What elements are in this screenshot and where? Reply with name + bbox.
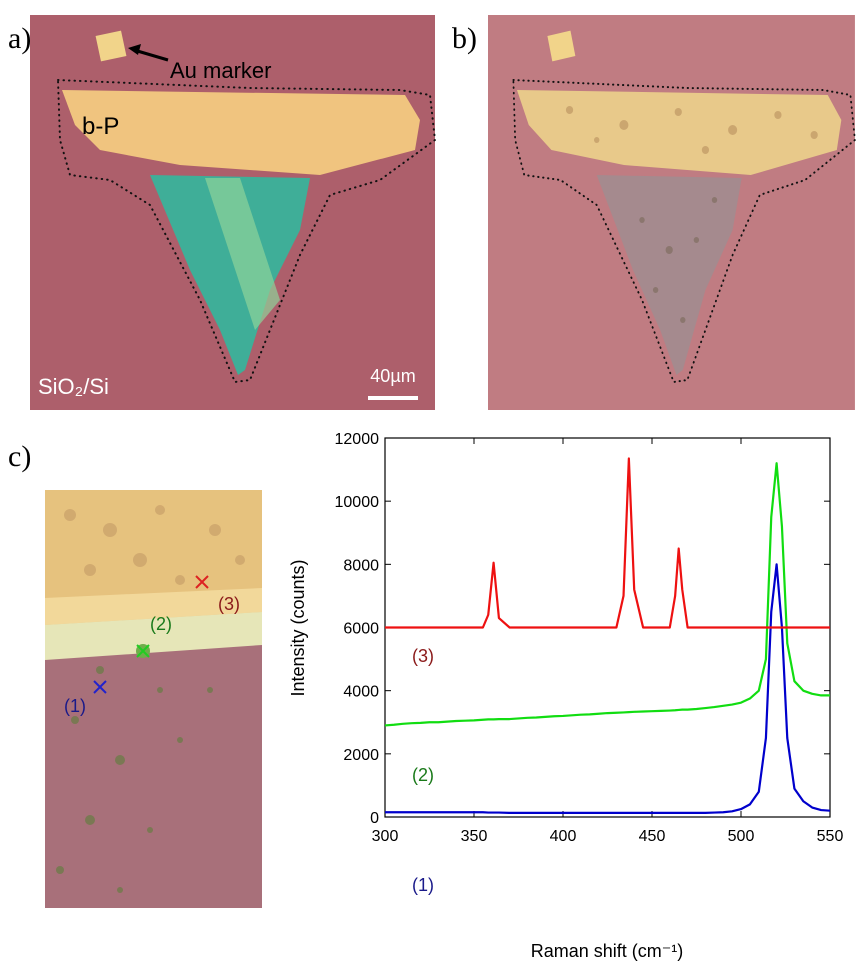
scale-bar-label: 40µm bbox=[370, 366, 415, 386]
y-tick-label: 12000 bbox=[335, 431, 380, 448]
y-tick-label: 6000 bbox=[343, 621, 379, 638]
series-label: (2) bbox=[412, 765, 434, 785]
y-tick-label: 8000 bbox=[343, 557, 379, 574]
series-line bbox=[384, 462, 830, 727]
series-line bbox=[385, 457, 830, 629]
x-tick-label: 550 bbox=[817, 828, 844, 845]
micrograph-b bbox=[488, 15, 856, 410]
substrate-label: SiO₂/Si bbox=[38, 374, 109, 399]
y-tick-label: 4000 bbox=[343, 684, 379, 701]
x-tick-label: 450 bbox=[639, 828, 666, 845]
y-tick-label: 0 bbox=[370, 810, 379, 827]
panel-label: a) bbox=[8, 22, 31, 55]
x-tick-label: 400 bbox=[550, 828, 577, 845]
x-tick-label: 500 bbox=[728, 828, 755, 845]
point-label: (3) bbox=[218, 594, 240, 614]
annotation: b-P bbox=[82, 113, 119, 140]
point-label: (2) bbox=[150, 614, 172, 634]
micrograph-c bbox=[45, 490, 262, 908]
y-axis-label: Intensity (counts) bbox=[288, 559, 308, 696]
x-tick-label: 300 bbox=[372, 828, 399, 845]
point-label: (1) bbox=[64, 696, 86, 716]
y-tick-label: 2000 bbox=[343, 747, 379, 764]
series-label: (1) bbox=[412, 875, 434, 895]
x-tick-label: 350 bbox=[461, 828, 488, 845]
panel-label: c) bbox=[8, 440, 31, 473]
y-tick-label: 10000 bbox=[335, 494, 380, 511]
series-line bbox=[385, 563, 831, 814]
x-axis-label: Raman shift (cm⁻¹) bbox=[531, 941, 684, 961]
micrograph-a bbox=[30, 15, 437, 410]
series-label: (3) bbox=[412, 646, 434, 666]
annotation: Au marker bbox=[170, 58, 271, 83]
panel-label: b) bbox=[452, 22, 477, 55]
